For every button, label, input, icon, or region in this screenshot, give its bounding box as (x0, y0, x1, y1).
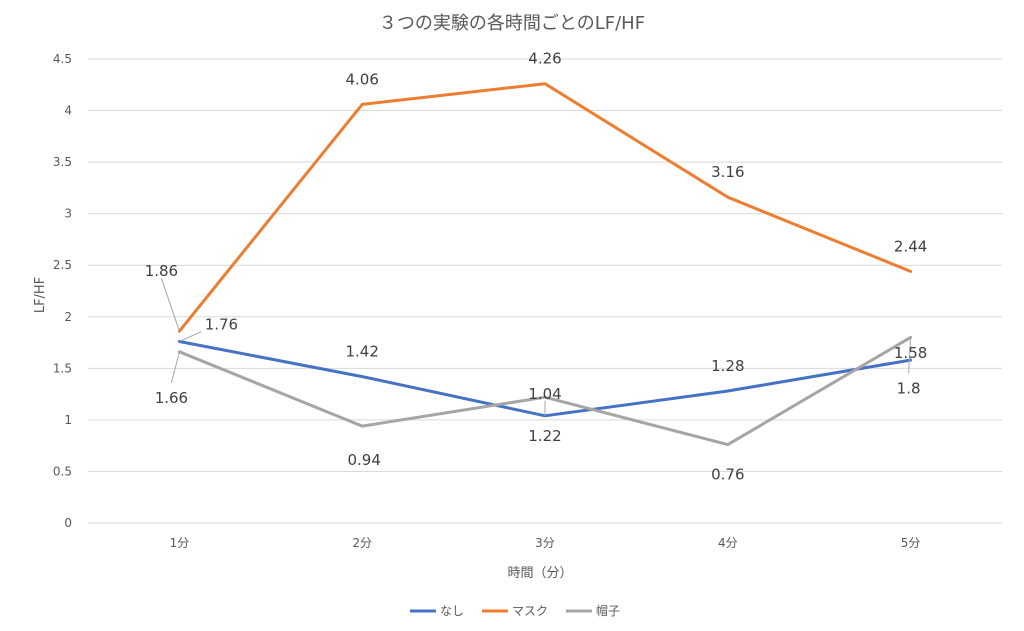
data-label: 1.22 (528, 427, 561, 445)
data-label: 1.76 (205, 316, 238, 334)
data-label: 1.42 (345, 343, 378, 361)
y-tick-label: 0 (64, 516, 72, 530)
legend-label: 帽子 (596, 603, 620, 618)
data-label: 1.04 (528, 385, 561, 403)
data-label-leaders (160, 278, 912, 416)
series-lines (177, 82, 913, 447)
x-axis-label: 時間（分） (507, 566, 572, 581)
gridlines (88, 58, 1002, 524)
y-axis-ticks: 0 0.5 1 1.5 2 2.5 3 3.5 4 4.5 (53, 52, 72, 530)
data-label: 1.86 (145, 262, 178, 280)
series-line-1 (177, 82, 913, 333)
data-label: 0.94 (347, 451, 380, 469)
data-label: 4.06 (345, 70, 378, 88)
data-label: 1.8 (897, 379, 921, 397)
data-label: 2.44 (894, 237, 927, 255)
x-tick-label: 5分 (901, 536, 921, 550)
data-label: 1.28 (711, 357, 744, 375)
leader-line (170, 351, 180, 383)
data-labels: 1.86 4.06 4.26 3.16 2.44 1.76 1.42 1.04 1.28 1.58… (145, 50, 928, 484)
y-tick-label: 2 (64, 310, 72, 324)
y-tick-label: 1 (64, 413, 72, 427)
x-tick-label: 3分 (535, 536, 555, 550)
legend-label: なし (440, 604, 464, 618)
chart-title: ３つの実験の各時間ごとのLF/HF (379, 13, 645, 34)
y-tick-label: 3 (64, 207, 72, 221)
data-label: 3.16 (711, 163, 744, 181)
y-tick-label: 3.5 (53, 155, 72, 169)
y-tick-label: 4 (64, 104, 72, 118)
x-tick-label: 1分 (170, 536, 190, 550)
y-tick-label: 4.5 (53, 52, 72, 66)
x-tick-label: 4分 (718, 536, 738, 550)
y-tick-label: 1.5 (53, 361, 72, 375)
data-label: 0.76 (711, 466, 744, 484)
data-label: 1.66 (155, 389, 188, 407)
y-tick-label: 2.5 (53, 258, 72, 272)
legend-label: マスク (512, 604, 548, 618)
legend: なし マスク 帽子 (410, 603, 620, 618)
data-label: 4.26 (528, 50, 561, 68)
leader-line (179, 331, 202, 342)
data-label: 1.58 (894, 344, 927, 362)
y-tick-label: 0.5 (53, 464, 72, 478)
leader-line (160, 278, 180, 332)
y-axis-label: LF/HF (33, 277, 48, 313)
series-line-0 (177, 340, 913, 418)
x-axis-ticks: 1分 2分 3分 4分 5分 (170, 536, 921, 550)
leader-line (908, 337, 912, 374)
x-tick-label: 2分 (352, 536, 372, 550)
series-line-2 (177, 335, 913, 447)
